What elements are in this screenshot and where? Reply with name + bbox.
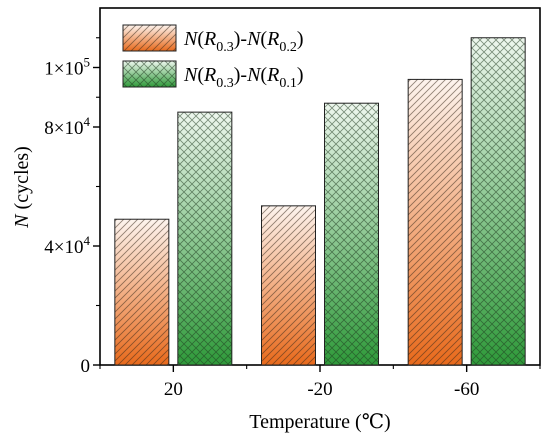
legend-item: N(R0.3)-N(R0.2) [122, 24, 303, 55]
bar [324, 102, 379, 366]
legend-swatch [122, 24, 177, 52]
bars-layer [114, 37, 526, 366]
bar [470, 37, 526, 366]
y-tick-label: 8×104 [44, 114, 90, 139]
bar-hatch [114, 218, 170, 366]
bar [177, 111, 233, 366]
y-axis-title-unit: (cycles) [11, 146, 33, 214]
bar-hatch [177, 111, 233, 366]
y-axis-title-symbol: N [11, 213, 33, 229]
bar-hatch [324, 102, 379, 366]
bar-hatch [261, 205, 316, 366]
bar-hatch [407, 78, 463, 366]
x-axis-title: Temperature (℃) [249, 411, 390, 433]
legend-label: N(R0.3)-N(R0.1) [183, 64, 303, 91]
y-tick-label: 0 [81, 356, 91, 377]
bar [114, 218, 170, 366]
y-tick-label: 4×104 [44, 233, 90, 258]
x-tick-label: -60 [454, 379, 479, 400]
bar [261, 205, 316, 366]
legend-swatch [122, 60, 177, 88]
y-axis: 0 4×104 8×104 1×105 [44, 37, 100, 377]
bar [407, 78, 463, 366]
legend: N(R0.3)-N(R0.2) N(R0.3)-N(R0.1) [122, 24, 303, 91]
legend-label: N(R0.3)-N(R0.2) [183, 28, 303, 55]
x-tick-label: -20 [307, 379, 332, 400]
x-tick-label: 20 [164, 379, 183, 400]
y-tick-label: 1×105 [44, 55, 90, 80]
bar-hatch [470, 37, 526, 366]
x-axis: 20 -20 -60 [99, 365, 541, 400]
legend-item: N(R0.3)-N(R0.1) [122, 60, 303, 91]
y-axis-title: N (cycles) [11, 146, 33, 229]
